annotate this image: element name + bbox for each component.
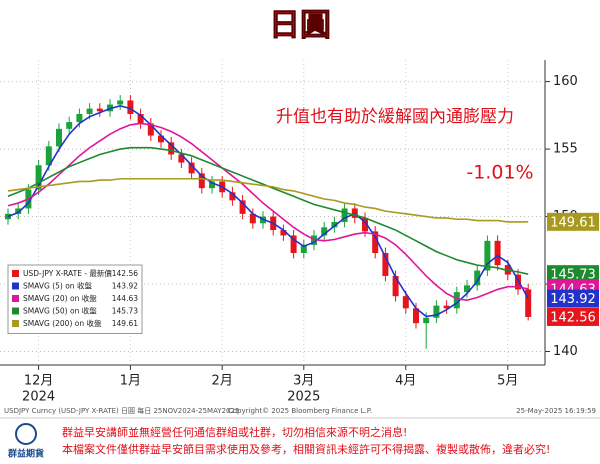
- candle-body: [413, 308, 419, 324]
- source: USDJPY Curncy (USD-JPY X-RATE) 日圓 每日 25N…: [4, 406, 239, 415]
- legend-label: SMAVG (50) on 收盤: [23, 306, 97, 316]
- candle-body: [443, 305, 450, 309]
- candle-body: [56, 128, 62, 147]
- ma-line: [7, 122, 529, 302]
- price-tag-label: 149.61: [550, 215, 596, 230]
- legend-box: [7, 264, 143, 334]
- candle-body: [464, 285, 470, 293]
- x-tick-label: 3月: [293, 374, 314, 389]
- plot-area: [0, 60, 545, 365]
- timestamp: 25-May-2025 16:19:59: [516, 407, 596, 415]
- candle-body: [35, 165, 42, 190]
- price-tag: [547, 265, 599, 284]
- ma-line: [7, 105, 529, 318]
- candle-body: [290, 235, 297, 253]
- candle-body: [525, 289, 532, 317]
- annotation: -1.01%: [466, 162, 533, 184]
- candle-body: [66, 122, 73, 129]
- legend-value: 143.92: [112, 282, 138, 291]
- candle-body: [402, 296, 409, 309]
- ma-line: [7, 177, 529, 223]
- candle-body: [515, 274, 521, 290]
- legend-swatch: [12, 320, 19, 327]
- candle-body: [474, 270, 481, 286]
- candle-body: [331, 221, 338, 228]
- candle-body: [168, 142, 175, 155]
- x-tick-label: 12月: [24, 374, 54, 389]
- candle-body: [280, 230, 287, 236]
- copyright: Copyright© 2025 Bloomberg Finance L.P.: [228, 407, 372, 415]
- ma-line: [7, 146, 529, 275]
- logo-icon: [15, 423, 37, 445]
- candle-body: [198, 173, 205, 189]
- legend-value: 142.56: [112, 269, 138, 278]
- legend-label: SMAVG (200) on 收盤: [23, 318, 102, 328]
- price-tag-label: 145.73: [550, 268, 596, 283]
- candle-body: [453, 292, 460, 309]
- disclaimer: 本檔案文件僅供群益早安節目需求使用及參考，相關資訊未經許可不得揭露、複製或散佈，…: [62, 442, 550, 456]
- price-tag-label: 143.92: [550, 292, 596, 307]
- candle-body: [96, 108, 103, 112]
- x-tick-label: 1月: [120, 374, 141, 389]
- price-tag-label: 142.56: [550, 310, 596, 325]
- y-tick-label: 160: [553, 74, 578, 89]
- y-tick-label: 155: [553, 142, 578, 157]
- disclaimer: 群益早安講師並無經營任何通信群組或社群，切勿相信來源不明之消息!: [62, 425, 407, 439]
- legend-swatch: [12, 307, 19, 315]
- candle-body: [229, 192, 236, 201]
- candle-body: [392, 275, 399, 297]
- x-year-label: 2025: [287, 390, 320, 405]
- logo: 群益期貨: [7, 448, 44, 460]
- candle-body: [86, 108, 93, 114]
- price-tag: [547, 307, 599, 326]
- x-year-label: 2024: [22, 390, 55, 405]
- y-tick-label: 140: [553, 344, 578, 359]
- candle-body: [341, 208, 348, 222]
- legend-value: 145.73: [112, 307, 138, 316]
- candle-body: [127, 100, 134, 114]
- candle-body: [372, 231, 379, 253]
- chart-title: 日圓: [269, 8, 331, 44]
- candle-body: [117, 100, 124, 105]
- candle-body: [321, 227, 328, 236]
- candle-body: [209, 181, 215, 189]
- candle-body: [249, 213, 256, 224]
- candle-body: [423, 317, 430, 324]
- legend-label: USD-JPY X-RATE - 最新價: [23, 268, 112, 278]
- legend-label: SMAVG (5) on 收盤: [23, 281, 92, 291]
- legend-label: SMAVG (20) on 收盤: [23, 293, 97, 303]
- x-tick-label: 5月: [497, 374, 518, 389]
- x-tick-label: 2月: [212, 374, 233, 389]
- candle-body: [484, 240, 491, 271]
- candle-body: [239, 200, 246, 214]
- candle-body: [362, 217, 368, 232]
- candle-body: [494, 240, 501, 266]
- candle-body: [188, 162, 195, 174]
- candle-body: [137, 113, 144, 124]
- candle-body: [433, 305, 440, 318]
- price-tag: [547, 289, 599, 308]
- legend: USD-JPY X-RATE - 最新價 142.56 SMAVG (5) on 收…: [7, 264, 143, 334]
- legend-value: 149.61: [112, 319, 138, 328]
- candle-body: [300, 244, 307, 253]
- candle-body: [45, 146, 52, 166]
- price-tag: [547, 212, 599, 231]
- candle-body: [76, 113, 83, 123]
- candle-body: [15, 208, 22, 214]
- legend-swatch: [12, 270, 19, 277]
- candle-body: [178, 154, 185, 163]
- candle-body: [382, 252, 389, 276]
- legend-swatch: [12, 295, 19, 302]
- annotation: 升值也有助於緩解國內通膨壓力: [276, 107, 514, 127]
- candle-body: [158, 135, 164, 143]
- legend-swatch: [12, 282, 19, 290]
- x-tick-label: 4月: [395, 374, 416, 389]
- legend-value: 144.63: [112, 294, 138, 303]
- candle-body: [147, 123, 154, 136]
